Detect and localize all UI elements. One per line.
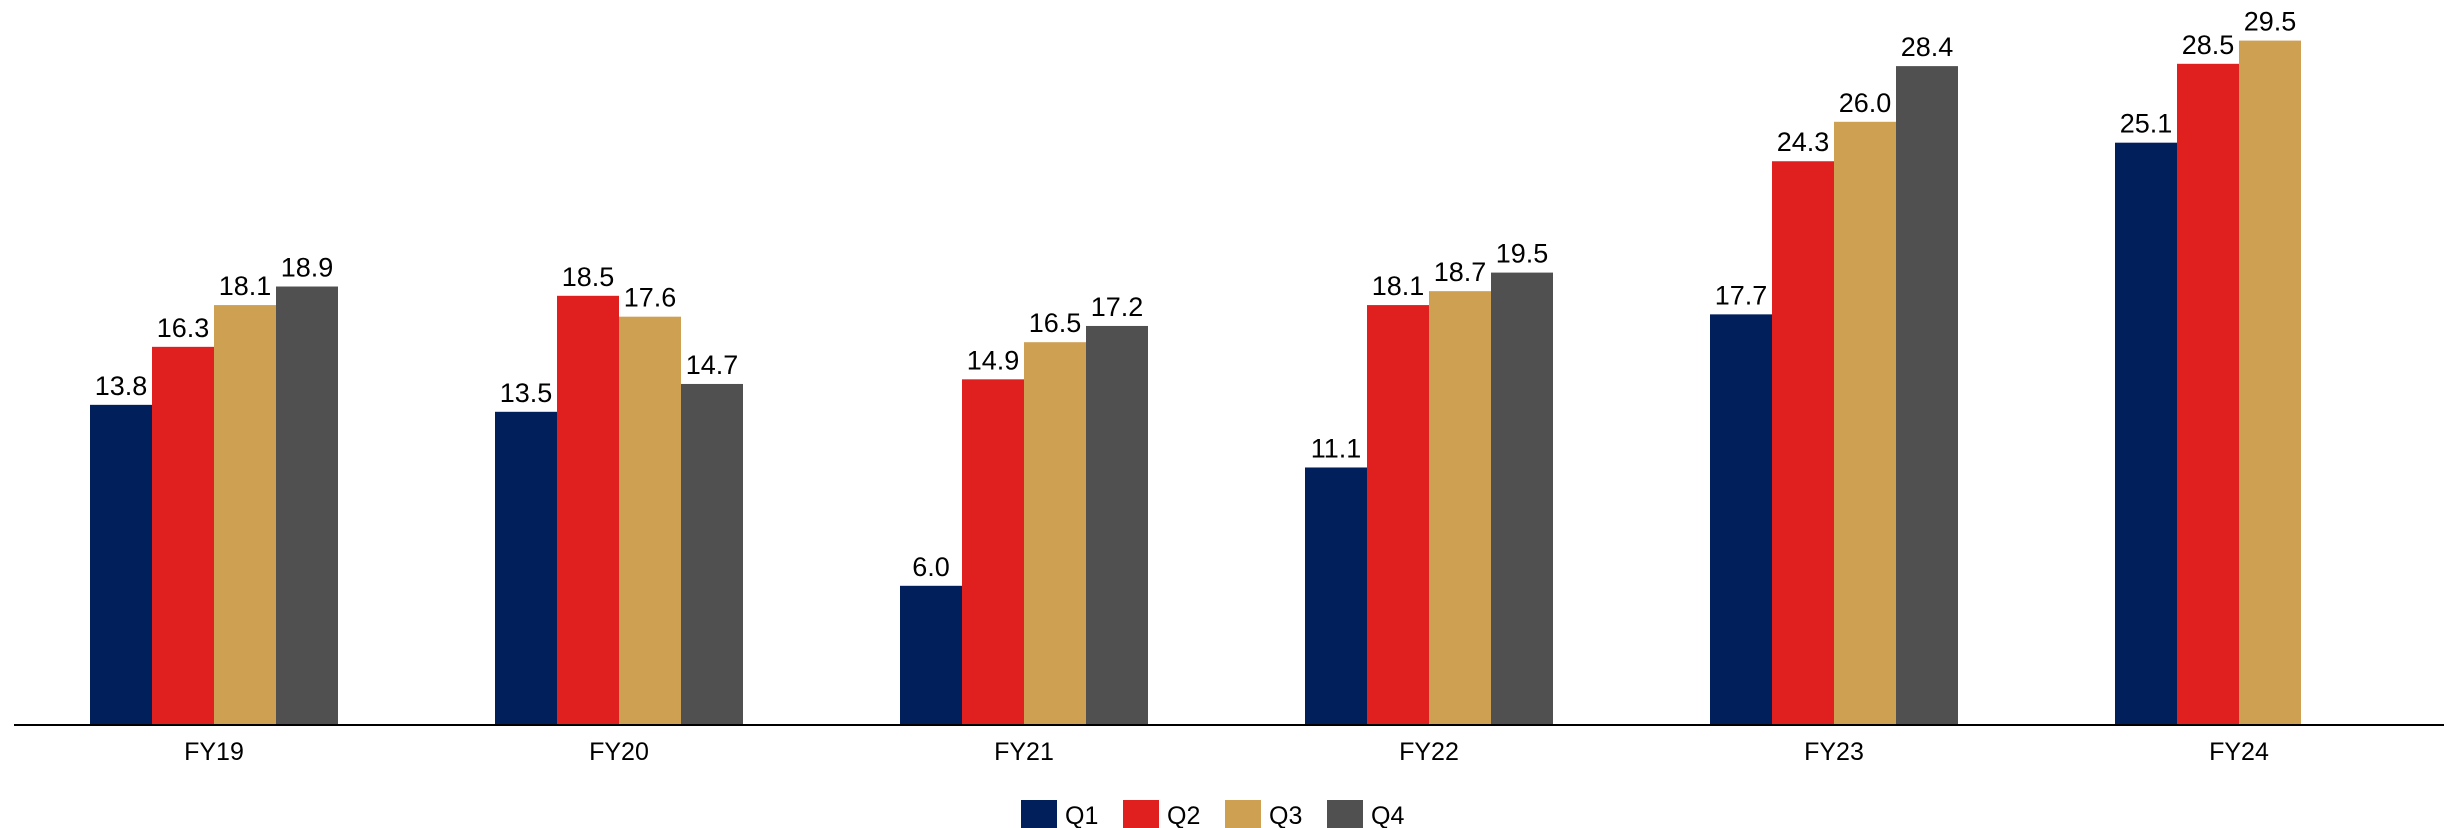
- value-label-fy24-q1: 25.1: [2120, 109, 2173, 139]
- bar-fy23-q3: [1834, 121, 1896, 726]
- bar-fy22-q2: [1367, 305, 1429, 725]
- value-label-fy23-q2: 24.3: [1777, 127, 1830, 157]
- value-label-fy21-q2: 14.9: [967, 345, 1020, 375]
- bar-fy20-q1: [495, 411, 557, 725]
- legend-label-q3: Q3: [1269, 802, 1302, 828]
- value-label-fy21-q4: 17.2: [1091, 292, 1144, 322]
- legend-item-q3: Q3: [1225, 800, 1302, 828]
- legend-label-q4: Q4: [1371, 802, 1404, 828]
- legend-label-q1: Q1: [1065, 802, 1098, 828]
- x-tick-label-fy23: FY23: [1804, 738, 1864, 766]
- value-label-fy20-q2: 18.5: [562, 262, 615, 292]
- value-label-fy21-q3: 16.5: [1029, 308, 1082, 338]
- bar-fy20-q4: [681, 383, 743, 725]
- bar-fy24-q3: [2239, 40, 2301, 726]
- value-label-fy22-q2: 18.1: [1372, 271, 1425, 301]
- bar-fy21-q4: [1086, 325, 1148, 725]
- legend-swatch-q2: [1123, 800, 1159, 828]
- legend-label-q2: Q2: [1167, 802, 1200, 828]
- bar-fy23-q2: [1772, 161, 1834, 726]
- bar-fy22-q1: [1305, 467, 1367, 725]
- legend-swatch-q3: [1225, 800, 1261, 828]
- value-label-fy19-q2: 16.3: [157, 313, 210, 343]
- value-label-fy19-q1: 13.8: [95, 371, 148, 401]
- bar-fy20-q3: [619, 316, 681, 725]
- x-tick-label-fy22: FY22: [1399, 738, 1459, 766]
- value-label-fy24-q3: 29.5: [2244, 7, 2297, 37]
- value-label-fy21-q1: 6.0: [912, 552, 950, 582]
- bars-layer: [90, 40, 2301, 726]
- bar-fy21-q2: [962, 379, 1024, 725]
- bar-fy22-q3: [1429, 291, 1491, 725]
- bar-fy22-q4: [1491, 272, 1553, 725]
- bar-fy23-q1: [1710, 314, 1772, 725]
- value-label-fy20-q3: 17.6: [624, 283, 677, 313]
- bar-fy24-q2: [2177, 63, 2239, 726]
- value-label-fy22-q3: 18.7: [1434, 257, 1487, 287]
- bar-fy19-q3: [214, 305, 276, 725]
- value-label-fy24-q2: 28.5: [2182, 30, 2235, 60]
- bar-fy20-q2: [557, 295, 619, 725]
- x-tick-label-fy21: FY21: [994, 738, 1054, 766]
- value-label-fy19-q4: 18.9: [281, 253, 334, 283]
- legend-item-q2: Q2: [1123, 800, 1200, 828]
- value-labels-layer: 13.8 16.3 18.1 18.9 13.5 18.5 17.6 14.7 6.0 14.9 1…: [95, 7, 2297, 582]
- legend-swatch-q4: [1327, 800, 1363, 828]
- x-tick-label-fy20: FY20: [589, 738, 649, 766]
- x-tick-label-fy19: FY19: [184, 738, 244, 766]
- bar-fy23-q4: [1896, 66, 1958, 726]
- bar-fy24-q1: [2115, 142, 2177, 725]
- legend-swatch-q1: [1021, 800, 1057, 828]
- bar-fy19-q2: [152, 346, 214, 725]
- x-tick-labels: FY19 FY20 FY21 FY22 FY23 FY24: [184, 738, 2269, 766]
- x-tick-label-fy24: FY24: [2209, 738, 2269, 766]
- value-label-fy20-q4: 14.7: [686, 350, 739, 380]
- legend-item-q4: Q4: [1327, 800, 1404, 828]
- legend: Q1 Q2 Q3 Q4: [1021, 800, 1404, 828]
- bar-fy21-q3: [1024, 342, 1086, 725]
- bar-fy19-q1: [90, 404, 152, 725]
- value-label-fy23-q4: 28.4: [1901, 32, 1954, 62]
- value-label-fy22-q1: 11.1: [1311, 433, 1362, 463]
- value-label-fy19-q3: 18.1: [219, 271, 272, 301]
- bar-fy19-q4: [276, 286, 338, 725]
- legend-item-q1: Q1: [1021, 800, 1098, 828]
- value-label-fy22-q4: 19.5: [1496, 239, 1549, 269]
- value-label-fy23-q1: 17.7: [1715, 280, 1768, 310]
- value-label-fy23-q3: 26.0: [1839, 88, 1892, 118]
- bar-fy21-q1: [900, 585, 962, 725]
- value-label-fy20-q1: 13.5: [500, 378, 553, 408]
